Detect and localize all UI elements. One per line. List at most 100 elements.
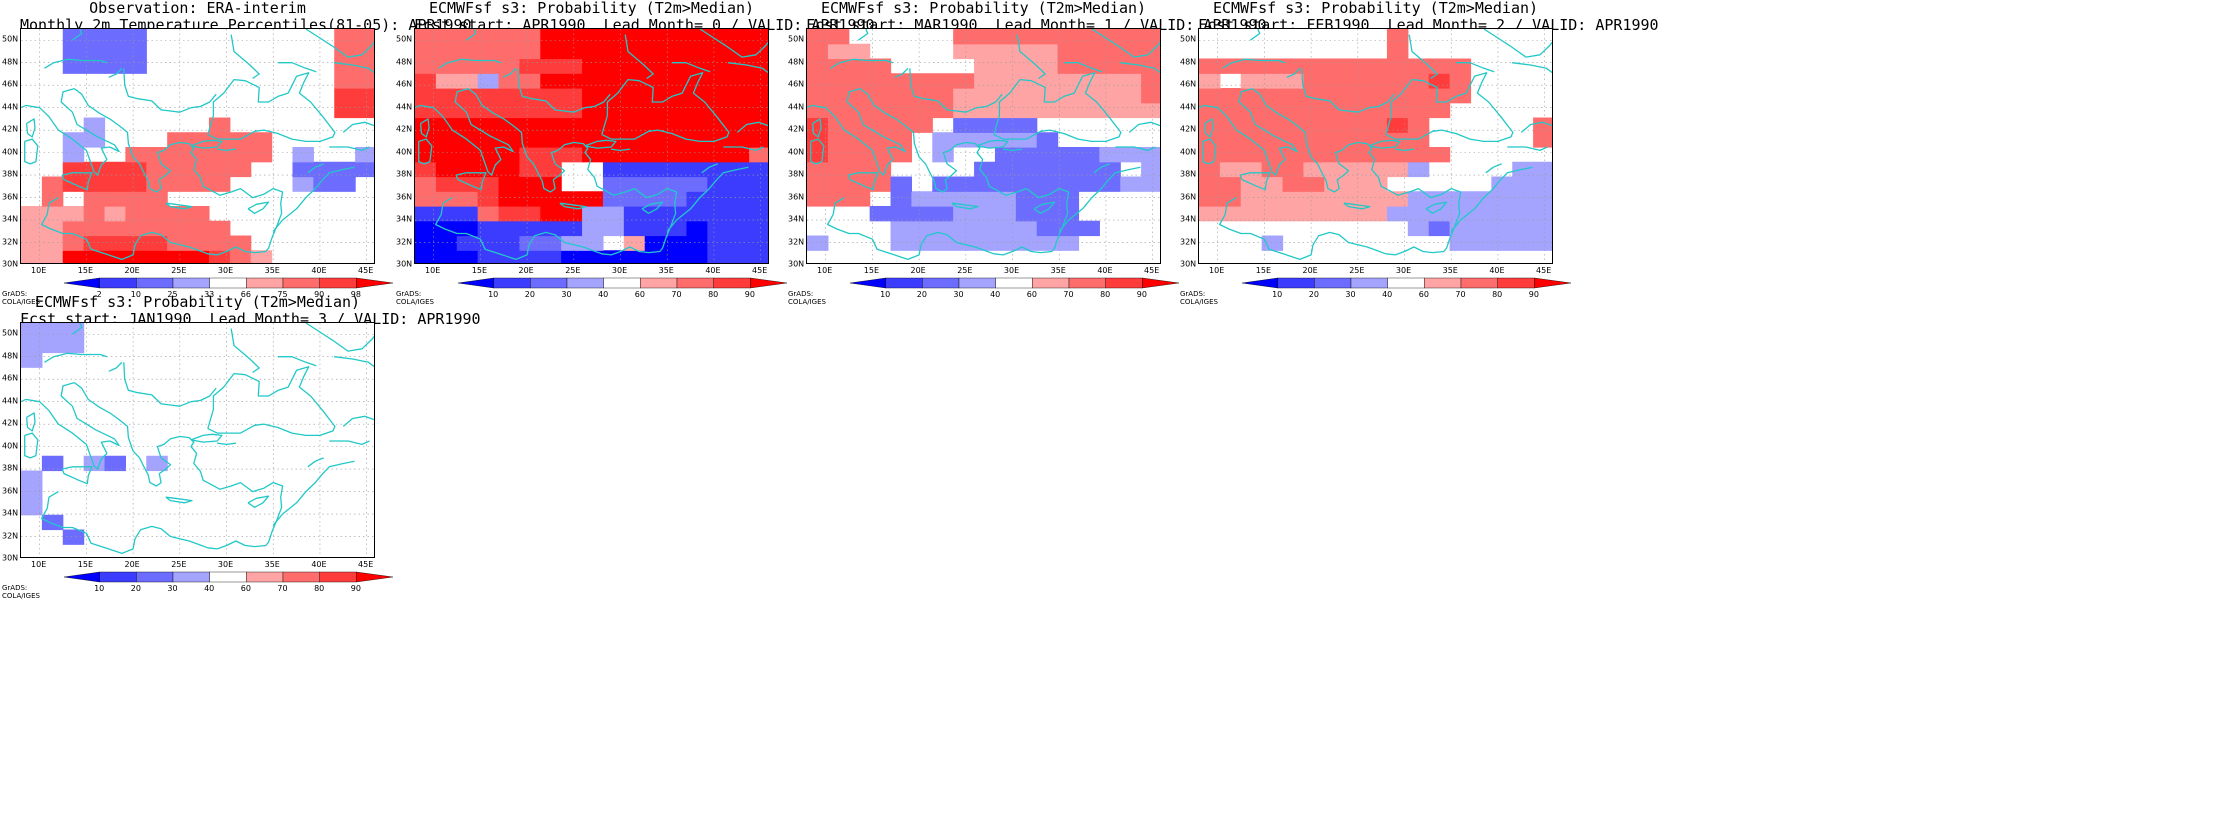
shaded-cell: [1366, 206, 1388, 222]
shaded-cell: [994, 43, 1017, 60]
shaded-cell: [644, 73, 667, 89]
shaded-cell: [623, 43, 646, 60]
shaded-cell: [623, 147, 646, 163]
shaded-cell: [1199, 161, 1221, 178]
shaded-cell: [561, 250, 583, 263]
shaded-cell: [1015, 88, 1038, 104]
shaded-cell: [1141, 58, 1160, 74]
coastline: [307, 457, 324, 468]
shaded-cell: [602, 220, 625, 237]
shaded-cell: [1282, 132, 1305, 148]
shaded-cell: [540, 102, 562, 119]
coastline: [671, 62, 711, 73]
shaded-cell: [665, 250, 688, 263]
shaded-cell: [498, 220, 521, 237]
shaded-cell: [477, 235, 500, 251]
colorbar-segment: [355, 277, 393, 289]
lon-label: 40E: [1489, 266, 1505, 275]
shaded-cell: [890, 117, 913, 133]
shaded-cell: [229, 250, 252, 263]
shaded-cell: [953, 176, 975, 192]
colorbar-segment: [63, 277, 100, 289]
shaded-cell: [932, 73, 954, 89]
shaded-cell: [125, 206, 147, 222]
shaded-cell: [1407, 117, 1430, 133]
shaded-cell: [1449, 58, 1472, 74]
coastline: [1063, 62, 1103, 73]
shaded-cell: [104, 206, 127, 222]
shaded-cell: [1366, 58, 1388, 74]
lon-label: 10E: [425, 266, 441, 275]
shaded-cell: [582, 220, 604, 237]
shaded-cell: [953, 29, 975, 45]
shaded-cell: [848, 43, 871, 60]
lon-label: 10E: [31, 560, 47, 569]
shaded-cell: [1345, 147, 1367, 163]
shaded-cell: [1036, 220, 1059, 237]
colorbar-label: 90: [314, 290, 325, 299]
coastline: [1507, 146, 1548, 152]
shaded-cell: [869, 132, 892, 148]
shaded-cell: [974, 191, 996, 207]
colorbar-segment: [884, 277, 923, 289]
colorbar-segment: [245, 571, 283, 583]
shaded-cell: [644, 117, 667, 133]
coastline: [108, 361, 123, 372]
shaded-cell: [125, 43, 147, 60]
shaded-cell: [1345, 206, 1367, 222]
shaded-cell: [1057, 235, 1080, 251]
shaded-cell: [355, 58, 374, 74]
shaded-cell: [644, 176, 667, 192]
grads-credit: GrADS: COLA/IGES: [788, 290, 826, 306]
colorbar-segment: [1460, 277, 1498, 289]
shaded-cell: [1015, 43, 1038, 60]
shaded-cell: [83, 29, 106, 45]
shaded-cell: [1366, 88, 1388, 104]
lat-label: 32N: [396, 237, 413, 247]
shaded-cell: [435, 176, 458, 192]
coastline: [584, 139, 617, 149]
shaded-cell: [415, 88, 437, 104]
shaded-cell: [188, 147, 210, 163]
colorbar-segment: [1496, 277, 1535, 289]
coastline: [1058, 166, 1141, 232]
shaded-cell: [1386, 88, 1409, 104]
coastline: [858, 29, 869, 41]
shaded-cell: [1407, 73, 1430, 89]
shaded-cell: [728, 176, 750, 192]
shaded-cell: [21, 323, 43, 339]
shaded-cell: [869, 58, 892, 74]
shaded-cell: [707, 102, 729, 119]
shaded-cell: [1141, 147, 1160, 163]
shaded-cell: [1512, 206, 1534, 222]
shaded-cell: [62, 43, 85, 60]
shaded-cell: [561, 147, 583, 163]
colorbar-segment: [1533, 277, 1571, 289]
shaded-cell: [540, 58, 562, 74]
shaded-cell: [334, 176, 356, 192]
shaded-cell: [807, 58, 829, 74]
coastline: [418, 138, 433, 165]
map-svg: [415, 29, 768, 263]
shaded-cell: [1282, 161, 1305, 178]
shaded-cell: [994, 117, 1017, 133]
colorbar-label: 40: [204, 584, 215, 593]
colorbar-segment: [457, 277, 494, 289]
shaded-cell: [415, 132, 437, 148]
shaded-cell: [749, 102, 768, 119]
shaded-cell: [807, 43, 829, 60]
lat-label: 44N: [396, 102, 413, 112]
shaded-cell: [1057, 73, 1080, 89]
colorbar-segment: [135, 277, 173, 289]
shaded-cell: [1345, 102, 1367, 119]
shaded-cell: [104, 58, 127, 74]
shaded-cell: [1240, 206, 1263, 222]
shaded-cell: [561, 88, 583, 104]
grads-credit: GrADS: COLA/IGES: [2, 584, 40, 600]
colorbar-label: 60: [240, 584, 251, 593]
shaded-cell: [21, 235, 43, 251]
lat-label: 34N: [2, 214, 19, 224]
colorbar-segment: [712, 277, 751, 289]
shaded-cell: [602, 250, 625, 263]
shaded-cell: [911, 73, 933, 89]
